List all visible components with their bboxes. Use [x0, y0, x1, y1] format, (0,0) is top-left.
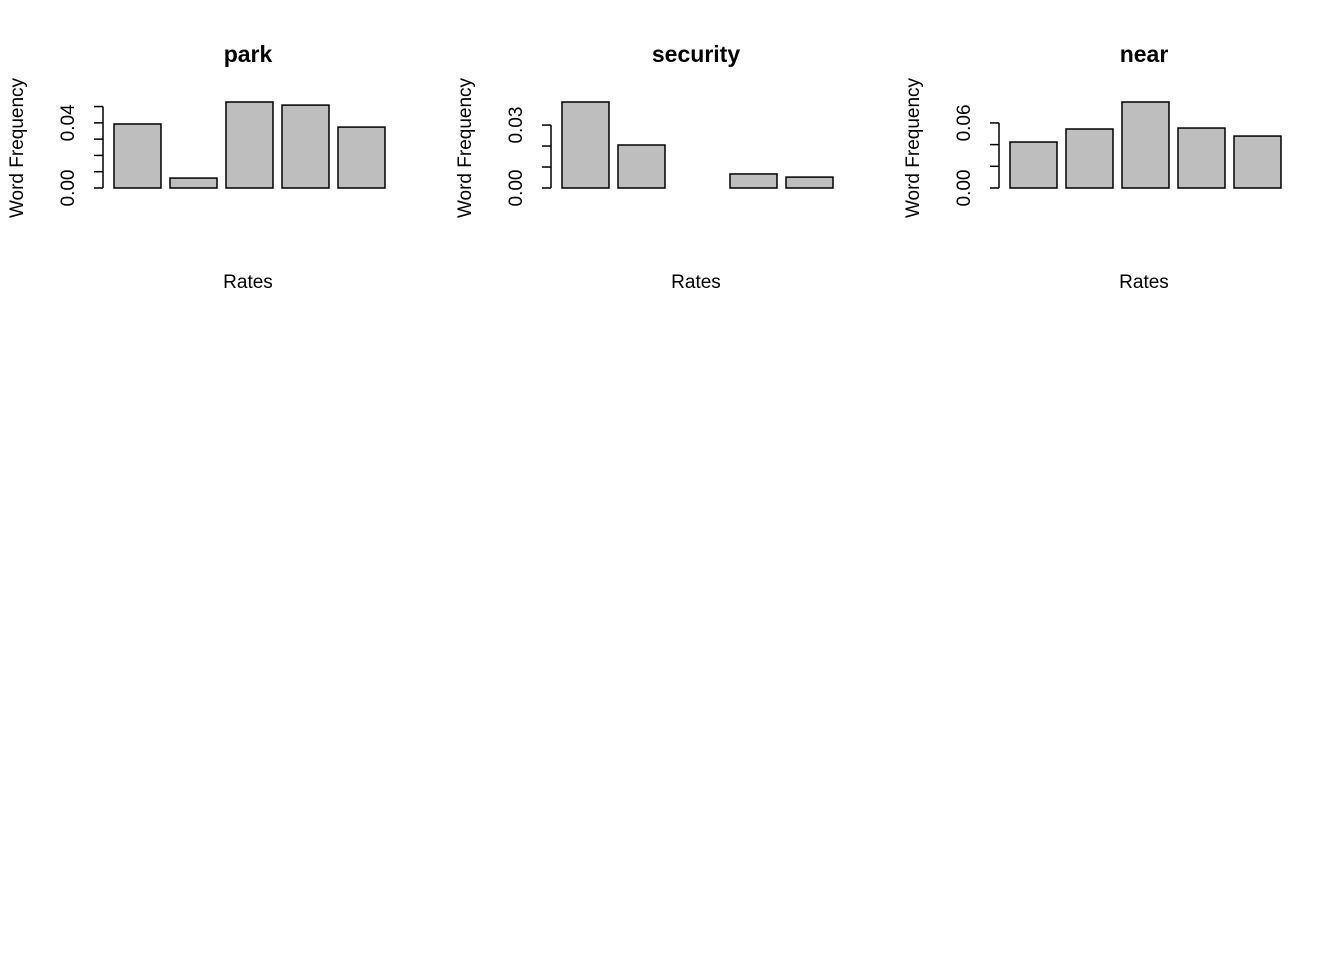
bar	[561, 101, 610, 189]
bar	[785, 176, 834, 189]
y-tick-label: 0.06	[954, 104, 975, 141]
bar	[1233, 135, 1282, 189]
bar	[225, 101, 274, 189]
bar	[281, 104, 330, 189]
bar	[1065, 128, 1114, 189]
y-tick-label: 0.04	[58, 104, 79, 141]
bar	[169, 177, 218, 189]
bar	[1009, 141, 1058, 189]
y-tick-label: 0.00	[58, 170, 79, 207]
bar	[1177, 127, 1226, 189]
y-axis-label: Word Frequency	[455, 77, 476, 218]
bar	[337, 126, 386, 189]
x-axis-label: Rates	[223, 272, 273, 293]
chart-title: near	[1120, 41, 1169, 67]
y-tick-label: 0.00	[506, 170, 527, 207]
y-tick-label: 0.00	[954, 170, 975, 207]
x-axis-label: Rates	[1119, 272, 1169, 293]
x-axis-label: Rates	[671, 272, 721, 293]
bar	[617, 144, 666, 189]
y-axis-label: Word Frequency	[903, 77, 924, 218]
y-axis-label: Word Frequency	[7, 77, 28, 218]
chart-title: park	[224, 41, 273, 67]
chart-title: security	[652, 41, 740, 67]
bar	[1121, 101, 1170, 189]
bar	[113, 123, 162, 189]
y-tick-label: 0.03	[506, 107, 527, 144]
bar	[729, 173, 778, 189]
